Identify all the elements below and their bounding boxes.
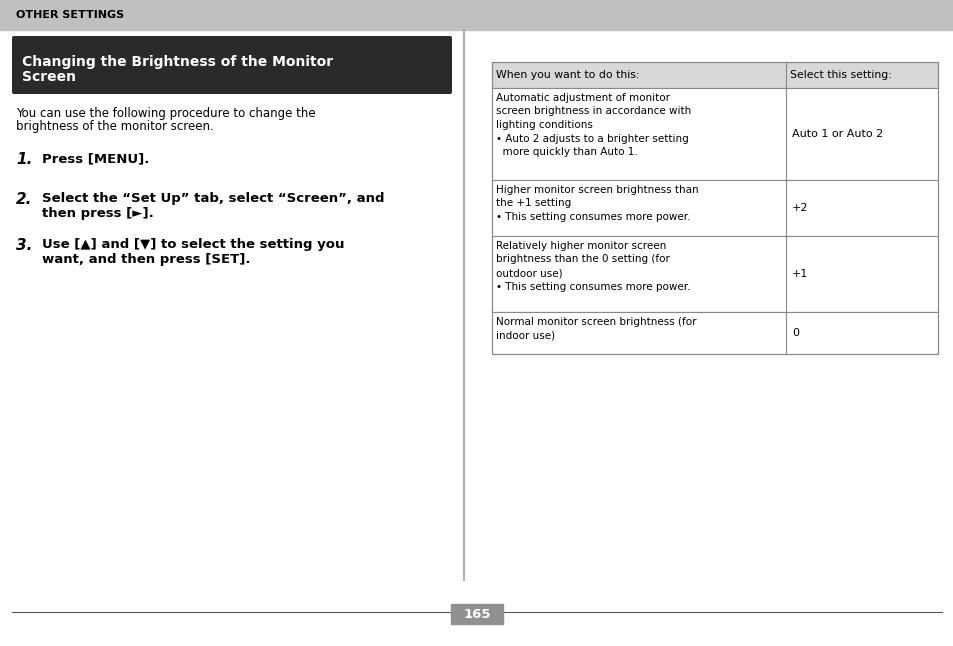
Bar xyxy=(451,604,502,624)
Text: 1.: 1. xyxy=(16,152,32,167)
Text: When you want to do this:: When you want to do this: xyxy=(496,70,639,80)
Text: 3.: 3. xyxy=(16,238,32,253)
Text: the +1 setting: the +1 setting xyxy=(496,198,571,209)
FancyBboxPatch shape xyxy=(12,36,452,94)
Text: Automatic adjustment of monitor: Automatic adjustment of monitor xyxy=(496,93,669,103)
Text: +1: +1 xyxy=(791,269,807,279)
Bar xyxy=(492,88,937,180)
Bar xyxy=(492,62,937,354)
Text: more quickly than Auto 1.: more quickly than Auto 1. xyxy=(496,147,638,157)
Text: then press [►].: then press [►]. xyxy=(42,207,153,220)
Text: • Auto 2 adjusts to a brighter setting: • Auto 2 adjusts to a brighter setting xyxy=(496,134,688,143)
Text: 165: 165 xyxy=(463,607,490,621)
Text: 0: 0 xyxy=(791,328,799,338)
Text: OTHER SETTINGS: OTHER SETTINGS xyxy=(16,10,124,20)
Text: Select the “Set Up” tab, select “Screen”, and: Select the “Set Up” tab, select “Screen”… xyxy=(42,192,384,205)
Text: • This setting consumes more power.: • This setting consumes more power. xyxy=(496,282,690,291)
Bar xyxy=(492,236,937,312)
Text: brightness of the monitor screen.: brightness of the monitor screen. xyxy=(16,120,213,133)
Text: Select this setting:: Select this setting: xyxy=(789,70,891,80)
Text: lighting conditions: lighting conditions xyxy=(496,120,592,130)
Bar xyxy=(492,312,937,354)
Bar xyxy=(0,0,953,30)
Text: Press [MENU].: Press [MENU]. xyxy=(42,152,150,165)
Text: +2: +2 xyxy=(791,203,807,213)
Text: want, and then press [SET].: want, and then press [SET]. xyxy=(42,253,251,266)
Text: 2.: 2. xyxy=(16,192,32,207)
Text: screen brightness in accordance with: screen brightness in accordance with xyxy=(496,107,691,116)
Text: Normal monitor screen brightness (for: Normal monitor screen brightness (for xyxy=(496,317,696,327)
Text: Auto 1 or Auto 2: Auto 1 or Auto 2 xyxy=(791,129,882,139)
Bar xyxy=(492,180,937,236)
Text: outdoor use): outdoor use) xyxy=(496,268,562,278)
Text: • This setting consumes more power.: • This setting consumes more power. xyxy=(496,212,690,222)
Text: Higher monitor screen brightness than: Higher monitor screen brightness than xyxy=(496,185,698,195)
Text: Relatively higher monitor screen: Relatively higher monitor screen xyxy=(496,241,665,251)
Text: You can use the following procedure to change the: You can use the following procedure to c… xyxy=(16,107,315,120)
Text: Changing the Brightness of the Monitor: Changing the Brightness of the Monitor xyxy=(22,55,333,69)
Text: Use [▲] and [▼] to select the setting you: Use [▲] and [▼] to select the setting yo… xyxy=(42,238,344,251)
Text: indoor use): indoor use) xyxy=(496,331,555,340)
Text: brightness than the 0 setting (for: brightness than the 0 setting (for xyxy=(496,255,669,264)
Text: Screen: Screen xyxy=(22,70,76,84)
Bar xyxy=(492,62,937,88)
